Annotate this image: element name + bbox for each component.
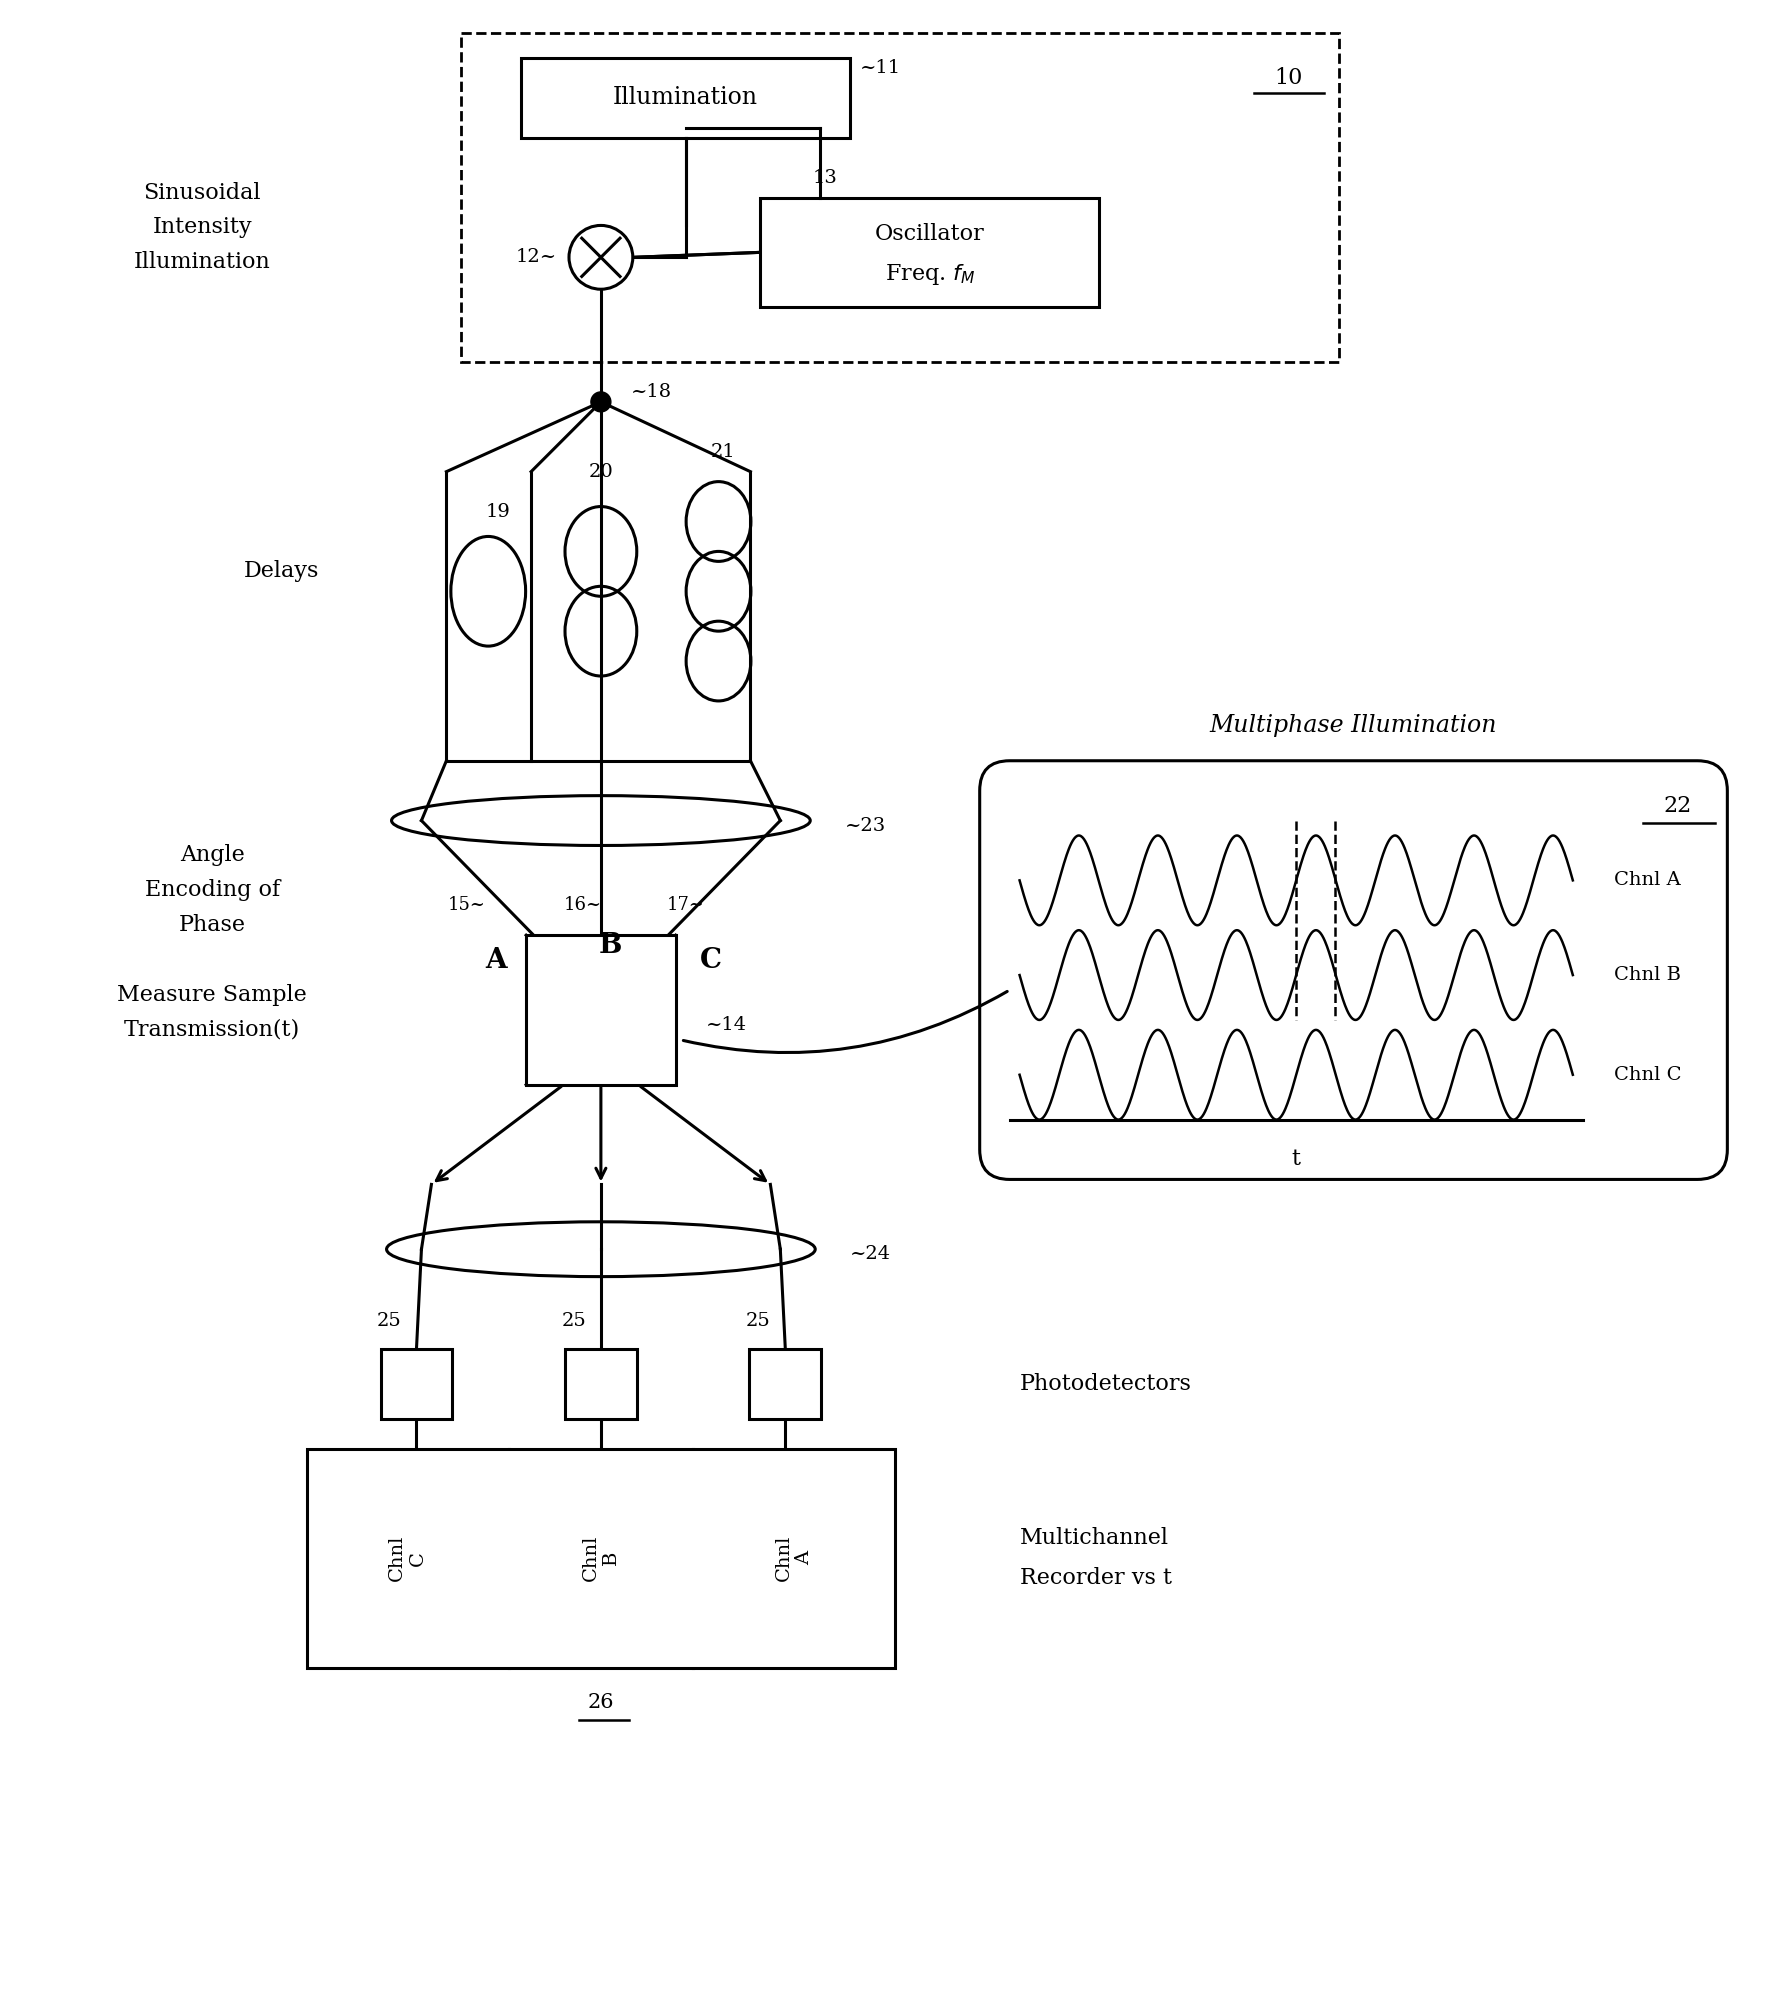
Bar xyxy=(522,58,851,138)
FancyBboxPatch shape xyxy=(980,760,1727,1179)
Text: Intensity: Intensity xyxy=(152,215,251,239)
Text: Multichannel: Multichannel xyxy=(1019,1528,1169,1550)
Text: Chnl
A: Chnl A xyxy=(775,1534,814,1582)
Text: 25: 25 xyxy=(745,1313,770,1331)
Bar xyxy=(525,936,676,1085)
Text: Transmission(t): Transmission(t) xyxy=(124,1019,301,1041)
Text: Oscillator: Oscillator xyxy=(876,223,985,245)
Circle shape xyxy=(591,391,610,411)
Circle shape xyxy=(570,225,633,289)
Text: ~23: ~23 xyxy=(846,816,886,834)
Text: 21: 21 xyxy=(711,443,736,461)
Text: Freq. $f_M$: Freq. $f_M$ xyxy=(884,261,975,287)
Text: ~24: ~24 xyxy=(851,1245,892,1263)
Text: Measure Sample: Measure Sample xyxy=(117,984,308,1005)
Text: A: A xyxy=(485,946,508,974)
Bar xyxy=(462,34,1339,361)
Text: 13: 13 xyxy=(812,170,839,188)
Text: t: t xyxy=(1291,1149,1300,1171)
Text: B: B xyxy=(600,932,623,960)
Text: Illumination: Illumination xyxy=(614,86,759,110)
Text: Photodetectors: Photodetectors xyxy=(1019,1373,1192,1395)
Bar xyxy=(564,1349,637,1418)
Bar xyxy=(761,198,1099,307)
Text: Illumination: Illumination xyxy=(134,251,271,273)
Bar xyxy=(306,1448,895,1668)
Text: ~11: ~11 xyxy=(860,60,900,78)
Text: 15~: 15~ xyxy=(448,896,485,914)
Text: 25: 25 xyxy=(561,1313,586,1331)
Text: Recorder vs t: Recorder vs t xyxy=(1019,1568,1171,1590)
Text: Encoding of: Encoding of xyxy=(145,880,280,902)
Text: 19: 19 xyxy=(486,503,511,521)
Text: Chnl A: Chnl A xyxy=(1615,872,1681,890)
Text: Chnl
B: Chnl B xyxy=(582,1534,621,1582)
Text: Multiphase Illumination: Multiphase Illumination xyxy=(1210,714,1497,738)
Text: 22: 22 xyxy=(1663,794,1691,816)
Text: Phase: Phase xyxy=(179,914,246,936)
Text: C: C xyxy=(699,946,722,974)
Text: Sinusoidal: Sinusoidal xyxy=(143,182,260,203)
Text: Chnl C: Chnl C xyxy=(1613,1065,1681,1083)
Text: 12~: 12~ xyxy=(515,247,557,265)
Text: 10: 10 xyxy=(1274,68,1304,90)
Text: ~18: ~18 xyxy=(632,383,672,401)
Bar xyxy=(750,1349,821,1418)
Text: Delays: Delays xyxy=(244,561,320,583)
Bar xyxy=(380,1349,453,1418)
Text: 26: 26 xyxy=(587,1694,614,1712)
Text: 25: 25 xyxy=(377,1313,402,1331)
Text: ~14: ~14 xyxy=(706,1015,747,1033)
Text: 17~: 17~ xyxy=(667,896,704,914)
Text: Chnl
C: Chnl C xyxy=(389,1534,426,1582)
Text: Chnl B: Chnl B xyxy=(1613,966,1681,984)
Text: 20: 20 xyxy=(589,463,614,481)
Text: Angle: Angle xyxy=(180,844,244,866)
Text: 16~: 16~ xyxy=(564,896,601,914)
